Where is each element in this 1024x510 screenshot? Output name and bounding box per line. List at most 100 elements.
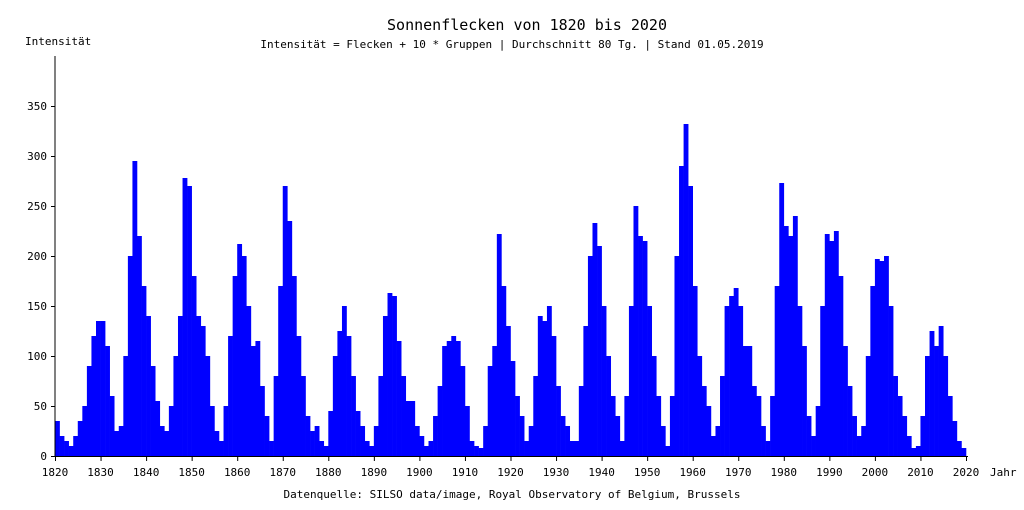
- bar-1861: [241, 256, 247, 456]
- bar-1942: [610, 396, 616, 456]
- x-tick-label: 1870: [270, 466, 297, 479]
- bar-1963: [706, 406, 712, 456]
- bar-1914: [483, 426, 489, 456]
- bar-1977: [770, 396, 775, 456]
- bar-1982: [792, 216, 798, 456]
- bar-1884: [346, 336, 352, 456]
- x-tick-label: 1860: [224, 466, 251, 479]
- bar-1859: [232, 276, 238, 456]
- bar-1916: [492, 346, 498, 456]
- bar-1929: [551, 336, 557, 456]
- bar-1941: [606, 356, 612, 456]
- x-tick-label: 1900: [406, 466, 433, 479]
- bar-1868: [273, 376, 279, 456]
- bar-1827: [86, 366, 92, 456]
- bar-2019: [961, 448, 967, 456]
- x-tick-label: 1970: [725, 466, 752, 479]
- bar-1902: [428, 441, 434, 456]
- chart-title: Sonnenflecken von 1820 bis 2020: [387, 16, 667, 34]
- bar-1906: [446, 341, 452, 456]
- bar-1843: [159, 426, 165, 456]
- bar-1825: [77, 421, 83, 456]
- x-tick-label: 1820: [42, 466, 69, 479]
- bar-1831: [105, 346, 110, 456]
- bar-1856: [218, 441, 224, 456]
- bar-1893: [387, 293, 393, 456]
- x-tick-label: 1850: [178, 466, 205, 479]
- bar-1928: [546, 306, 552, 456]
- x-tick-label: 1950: [634, 466, 661, 479]
- bar-1834: [118, 426, 124, 456]
- bar-1976: [765, 441, 771, 456]
- bars: [55, 124, 967, 456]
- bar-1886: [355, 411, 361, 456]
- bar-1912: [474, 446, 479, 456]
- bar-1850: [191, 276, 197, 456]
- bar-1904: [437, 386, 443, 456]
- bar-2010: [920, 416, 926, 456]
- bar-1984: [802, 346, 807, 456]
- bar-1958: [683, 124, 689, 456]
- bar-1934: [574, 441, 580, 456]
- bar-1961: [697, 356, 703, 456]
- bar-1903: [433, 416, 438, 456]
- x-tick-label: 2000: [862, 466, 889, 479]
- bar-2006: [902, 416, 908, 456]
- bar-1870: [282, 186, 288, 456]
- bar-1880: [328, 411, 334, 456]
- bar-1857: [223, 406, 229, 456]
- bar-1936: [583, 326, 589, 456]
- bar-1991: [833, 231, 839, 456]
- bar-1852: [200, 326, 206, 456]
- y-tick-label: 50: [34, 400, 47, 413]
- bar-1874: [300, 376, 306, 456]
- bar-1844: [164, 431, 170, 456]
- bar-1897: [405, 401, 411, 456]
- bar-1978: [774, 286, 780, 456]
- x-tick-label: 1890: [361, 466, 388, 479]
- bar-1938: [592, 223, 598, 456]
- bar-1822: [64, 441, 69, 456]
- bar-1892: [382, 316, 388, 456]
- y-tick-label: 0: [40, 450, 47, 463]
- bar-2007: [906, 436, 912, 456]
- bar-1833: [114, 431, 120, 456]
- bar-2013: [934, 346, 939, 456]
- chart-subtitle: Intensität = Flecken + 10 * Gruppen | Du…: [260, 38, 764, 51]
- bar-1873: [296, 336, 302, 456]
- bar-1997: [861, 426, 867, 456]
- bar-1848: [182, 178, 188, 456]
- bar-1967: [724, 306, 730, 456]
- bar-1835: [123, 356, 129, 456]
- x-tick-label: 1990: [816, 466, 843, 479]
- bar-1937: [587, 256, 593, 456]
- bar-1970: [738, 306, 744, 456]
- bar-1824: [73, 436, 79, 456]
- bar-1948: [638, 236, 643, 456]
- bar-1974: [756, 396, 762, 456]
- bar-1894: [392, 296, 397, 456]
- bar-1923: [524, 441, 530, 456]
- bar-1946: [628, 306, 634, 456]
- bar-2005: [897, 396, 903, 456]
- bar-1885: [351, 376, 356, 456]
- bar-1840: [146, 316, 151, 456]
- bar-1841: [150, 366, 156, 456]
- x-axis-label: Jahr: [990, 466, 1017, 479]
- bar-1950: [647, 306, 653, 456]
- y-tick-label: 100: [27, 350, 47, 363]
- bar-1899: [414, 426, 420, 456]
- bar-1875: [305, 416, 311, 456]
- x-tick-label: 1840: [133, 466, 160, 479]
- bar-1900: [419, 436, 425, 456]
- bar-1829: [95, 321, 101, 456]
- bar-1927: [542, 321, 548, 456]
- bar-1830: [100, 321, 106, 456]
- bar-1931: [560, 416, 566, 456]
- y-axis-label: Intensität: [25, 35, 92, 48]
- bar-1918: [501, 286, 507, 456]
- bar-1826: [82, 406, 88, 456]
- bar-1905: [442, 346, 448, 456]
- bar-1849: [187, 186, 192, 456]
- bar-1854: [209, 406, 215, 456]
